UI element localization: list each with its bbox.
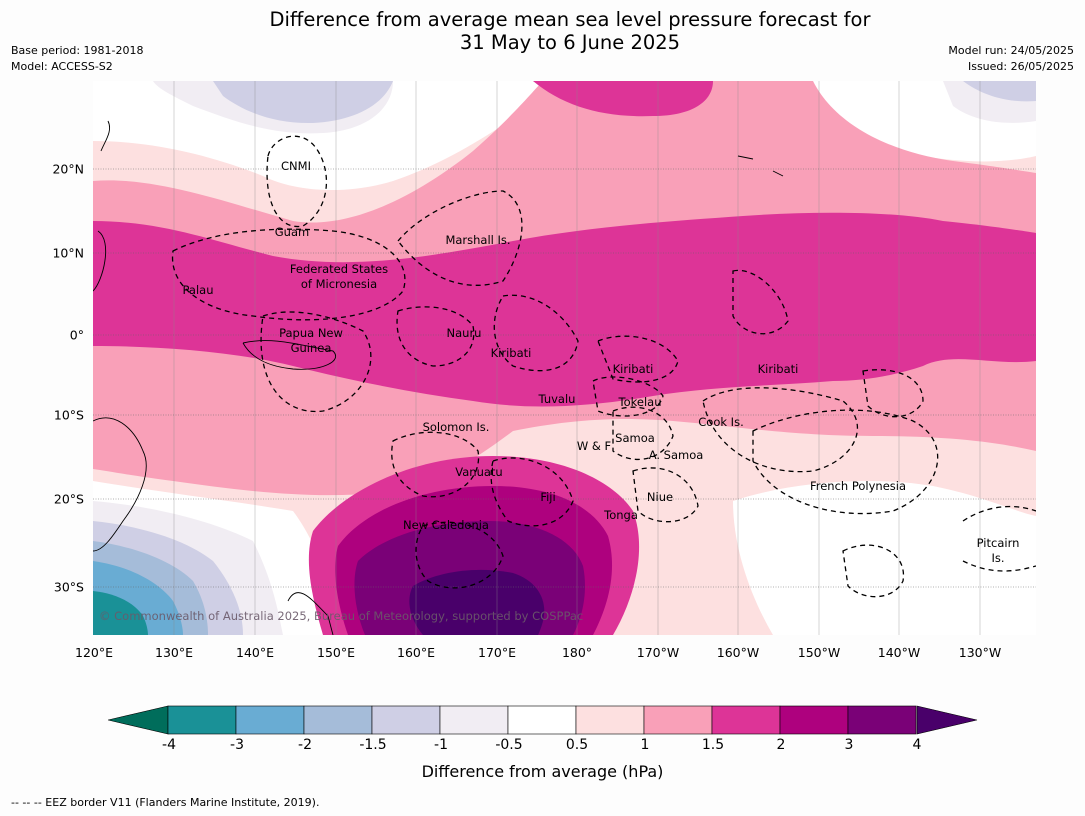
colorbar-tick: 1 [640,737,650,753]
colorbar-bin [371,705,441,735]
x-tick: 120°E [74,645,114,660]
place-label: Marshall Is. [445,233,511,247]
place-label: Guinea [290,341,332,355]
place-label: Guam [274,225,310,239]
colorbar-bin [643,705,713,735]
anomaly-1.5-2-band [93,212,1036,407]
x-tick: 150°W [797,645,841,660]
y-tick: 10°S [53,407,84,423]
graticule [173,81,981,635]
anomaly-neutral-southeast [733,481,1036,635]
colorbar-tick: -1 [434,737,448,753]
anomaly-neg-1-northeast [963,81,1036,102]
place-label: W & F [576,439,612,453]
colorbar-tick: -1.5 [359,737,387,753]
place-label: CNMI [281,159,311,173]
place-label: Tokelau [618,395,662,409]
colorbar-bin [235,705,305,735]
place-label: Solomon Is. [422,420,490,434]
x-tick: 130°W [958,645,1002,660]
place-label: Pitcairn [976,536,1020,550]
x-tick: 160°W [716,645,760,660]
base-period: Base period: 1981-2018 [11,44,144,57]
anomaly-neg-1-north [213,81,393,124]
place-label: Palau [182,283,214,297]
y-tick: 0° [69,327,84,343]
x-tick: 130°E [154,645,194,660]
colorbar-max-arrow [916,705,978,735]
model-name: Model: ACCESS-S2 [11,60,113,73]
pressure-anomaly-map [93,81,1036,635]
place-label: Papua New [279,326,343,340]
place-label: Fiji [540,490,556,504]
eez-borders [171,135,1036,598]
colorbar-bin [779,705,849,735]
colorbar-tick: -3 [230,737,244,753]
place-label: Kiribati [612,362,654,376]
colorbar-bins [167,705,917,735]
place-label: A. Samoa [648,448,704,462]
colorbar-tick: 0.5 [565,737,589,753]
map-title: Difference from average mean sea level p… [0,8,1085,54]
colorbar-bin [507,705,577,735]
place-label: Niue [646,490,674,504]
y-tick: 20°N [52,161,84,177]
x-tick: 140°E [235,645,275,660]
eez-legend: -- -- -- EEZ border V11 (Flanders Marine… [11,796,320,809]
place-label: of Micronesia [300,277,378,291]
anomaly-above-4-south [409,569,545,635]
place-label: Kiribati [757,362,799,376]
x-tick: 140°W [877,645,921,660]
colorbar-bin [847,705,917,735]
copyright-notice: © Commonwealth of Australia 2025, Bureau… [99,609,584,623]
map-svg [93,81,1036,635]
colorbar-bin [439,705,509,735]
x-tick: 170°E [477,645,517,660]
model-run: Model run: 24/05/2025 [948,44,1074,57]
x-tick: 180° [561,645,593,660]
place-label: Kiribati [490,346,532,360]
colorbar-tick: 4 [912,737,922,753]
colorbar-bin [711,705,781,735]
colorbar-tick: -0.5 [495,737,523,753]
colorbar-bin [303,705,373,735]
anomaly-1.5-2-north [533,81,713,117]
anomaly-neg-3 [93,591,148,635]
colorbar-tick: 1.5 [701,737,725,753]
place-label: French Polynesia [809,479,907,493]
x-tick: 170°W [636,645,680,660]
colorbar-tick: -2 [298,737,312,753]
colorbar-tick: -4 [162,737,176,753]
x-tick: 160°E [396,645,436,660]
coastlines [93,120,784,635]
place-label: Tuvalu [538,392,576,406]
colorbar [108,705,978,735]
meta-right: Model run: 24/05/2025 Issued: 26/05/2025 [948,43,1074,75]
y-tick: 10°N [52,245,84,261]
colorbar-tick: 3 [844,737,854,753]
title-line-2: 31 May to 6 June 2025 [459,31,681,54]
place-label: New Caledonia [403,518,489,532]
title-line-1: Difference from average mean sea level p… [269,8,871,31]
y-tick: 20°S [53,491,84,507]
latitude-lines [93,168,1036,588]
meta-left: Base period: 1981-2018 Model: ACCESS-S2 [11,43,143,75]
colorbar-tick: 2 [776,737,786,753]
place-label: Vanuatu [455,465,503,479]
colorbar-bin [575,705,645,735]
colorbar-min-arrow [108,705,169,735]
place-label: Cook Is. [698,415,744,429]
y-tick: 30°S [53,579,84,595]
issued-date: Issued: 26/05/2025 [967,60,1074,73]
place-label: Federated States [289,262,389,276]
place-label: Nauru [446,326,482,340]
colorbar-bin [167,705,237,735]
colorbar-title: Difference from average (hPa) [421,762,664,781]
place-label: Samoa [615,431,655,445]
place-label: Tonga [604,508,638,522]
place-label: Is. [991,551,1005,565]
x-tick: 150°E [316,645,356,660]
